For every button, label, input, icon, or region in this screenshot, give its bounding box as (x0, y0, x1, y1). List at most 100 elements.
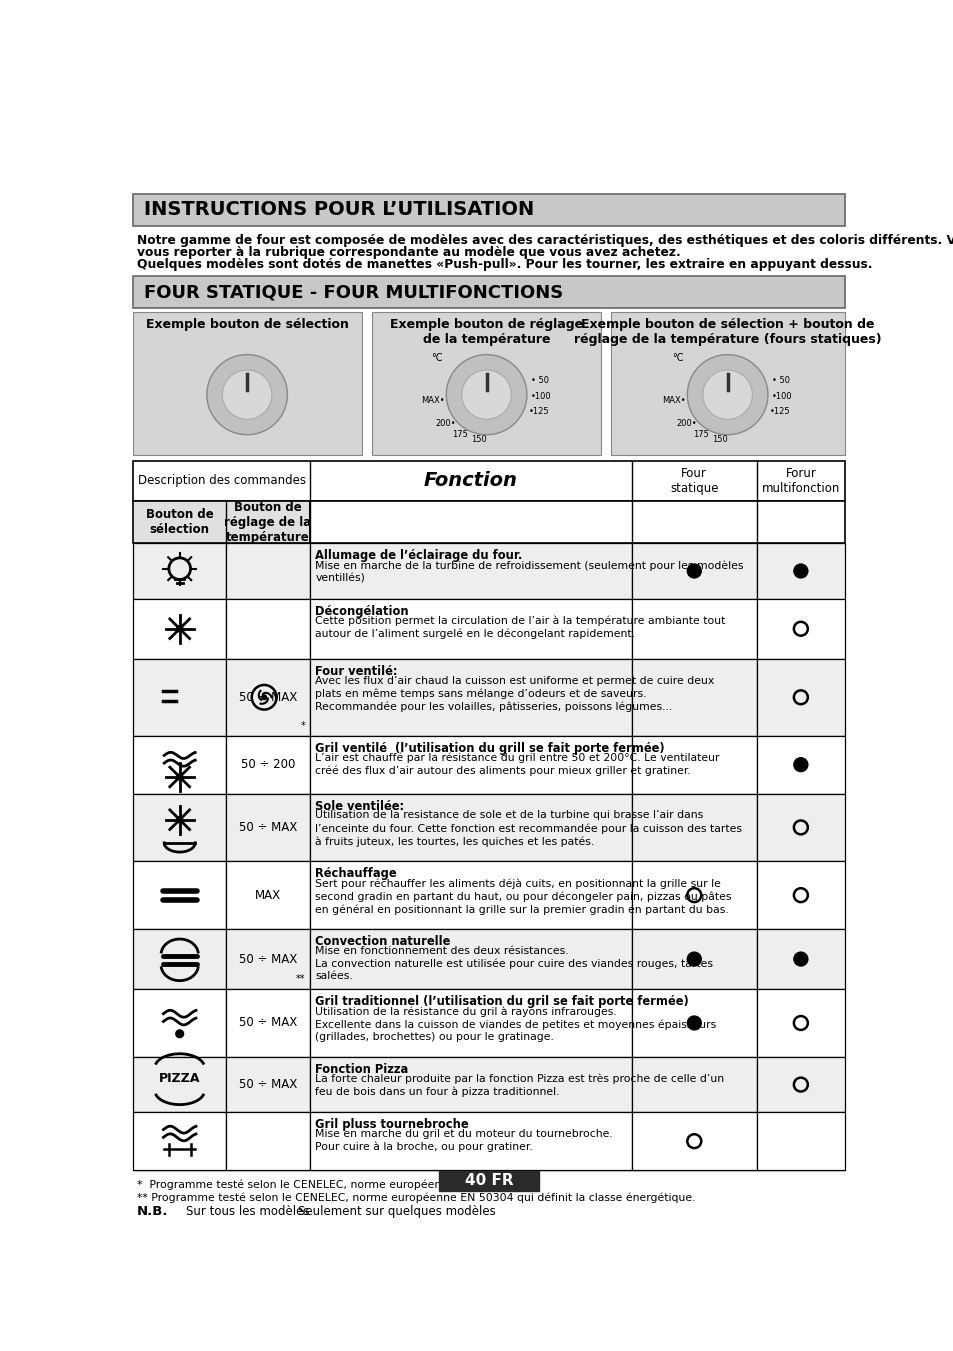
Text: MAX•: MAX• (421, 396, 445, 405)
Text: Sert pour réchauffer les aliments déjà cuits, en positionnant la grille sur le
s: Sert pour réchauffer les aliments déjà c… (315, 878, 731, 915)
Text: •100: •100 (771, 392, 792, 401)
Text: Four
statique: Four statique (669, 467, 718, 494)
Text: Mise en marche du gril et du moteur du tournebroche.
Pour cuire à la broche, ou : Mise en marche du gril et du moteur du t… (315, 1129, 613, 1152)
Text: N.B.: N.B. (137, 1205, 169, 1219)
Bar (310, 862, 631, 929)
Bar (226, 793, 310, 862)
Text: Bouton de
réglage de la
température: Bouton de réglage de la température (224, 501, 312, 543)
Bar (310, 1056, 631, 1112)
Text: Mise en marche de la turbine de refroidissement (seulement pour les modèles
vent: Mise en marche de la turbine de refroidi… (315, 561, 743, 584)
Bar (226, 736, 310, 793)
Text: Four ventilé:: Four ventilé: (315, 665, 397, 678)
Text: •125: •125 (769, 407, 789, 416)
Bar (133, 793, 226, 862)
Text: Description des commandes: Description des commandes (137, 474, 305, 488)
Text: Allumage de l’éclairage du four.: Allumage de l’éclairage du four. (315, 550, 522, 562)
Text: FOUR STATIQUE - FOUR MULTIFONCTIONS: FOUR STATIQUE - FOUR MULTIFONCTIONS (144, 284, 562, 301)
Bar (226, 543, 310, 598)
Bar (226, 1112, 310, 1170)
Bar (133, 989, 226, 1056)
Text: Gril ventilé  (l’utilisation du grill se fait porte fermée): Gril ventilé (l’utilisation du grill se … (315, 742, 664, 755)
Text: °C: °C (671, 354, 682, 363)
Circle shape (446, 354, 526, 435)
Text: Fonction: Fonction (423, 471, 517, 490)
Text: MAX: MAX (254, 889, 281, 901)
Bar (133, 276, 843, 308)
Bar (631, 598, 757, 659)
Bar (610, 312, 843, 455)
Bar (631, 862, 757, 929)
Bar (757, 929, 843, 989)
Circle shape (207, 354, 287, 435)
Bar (310, 543, 631, 598)
Bar (133, 1112, 226, 1170)
Text: *  Programme testé selon le CENELEC, norme européenne EN 50304: * Programme testé selon le CENELEC, norm… (137, 1179, 511, 1190)
Bar (757, 862, 843, 929)
Text: 50 ÷ MAX: 50 ÷ MAX (238, 821, 297, 834)
Circle shape (686, 354, 767, 435)
Circle shape (793, 565, 807, 578)
Bar (631, 793, 757, 862)
Bar (310, 598, 631, 659)
Bar (310, 736, 631, 793)
Bar (757, 1056, 843, 1112)
Text: •125: •125 (528, 407, 549, 416)
Text: 200•: 200• (435, 419, 456, 428)
Text: Utilisation de la resistance de sole et de la turbine qui brasse l’air dans
l’en: Utilisation de la resistance de sole et … (315, 811, 741, 847)
Bar (133, 543, 226, 598)
Bar (133, 193, 843, 226)
Text: *: * (300, 721, 305, 731)
Circle shape (686, 565, 700, 578)
Circle shape (171, 1206, 181, 1217)
Bar (631, 1112, 757, 1170)
Bar (133, 929, 226, 989)
Circle shape (686, 952, 700, 966)
Text: Exemple bouton de sélection + bouton de
réglage de la température (fours statiqu: Exemple bouton de sélection + bouton de … (573, 319, 881, 346)
Text: Gril pluss tournebroche: Gril pluss tournebroche (315, 1119, 469, 1131)
Text: vous reporter à la rubrique correspondante au modèle que vous avez achetez.: vous reporter à la rubrique correspondan… (137, 246, 680, 259)
Text: 50 ÷ MAX: 50 ÷ MAX (238, 952, 297, 966)
Bar (133, 736, 226, 793)
Text: 150: 150 (471, 435, 486, 444)
Circle shape (793, 758, 807, 771)
Bar (226, 1056, 310, 1112)
Bar (310, 1112, 631, 1170)
Text: Quelques modèles sont dotés de manettes «Push-pull». Pour les tourner, les extra: Quelques modèles sont dotés de manettes … (137, 258, 872, 272)
Bar (133, 659, 226, 736)
Circle shape (176, 816, 183, 823)
Text: 175: 175 (452, 430, 468, 439)
Circle shape (702, 370, 752, 419)
Bar (310, 929, 631, 989)
Bar (226, 989, 310, 1056)
Bar (631, 659, 757, 736)
Bar (438, 1171, 538, 1190)
Bar (133, 312, 361, 455)
Text: Bouton de
sélection: Bouton de sélection (146, 508, 213, 536)
Text: Fonction Pizza: Fonction Pizza (315, 1063, 408, 1075)
Bar (226, 862, 310, 929)
Text: PIZZA: PIZZA (159, 1071, 200, 1085)
Circle shape (461, 370, 511, 419)
Text: Seulement sur quelques modèles: Seulement sur quelques modèles (298, 1205, 496, 1219)
Text: Sur tous les modèles: Sur tous les modèles (186, 1205, 309, 1219)
Text: 50 ÷ MAX: 50 ÷ MAX (238, 690, 297, 704)
Bar (226, 598, 310, 659)
Bar (631, 989, 757, 1056)
Bar (631, 1056, 757, 1112)
Text: • 50: • 50 (771, 377, 789, 385)
Bar (631, 929, 757, 989)
Bar (757, 736, 843, 793)
Circle shape (222, 370, 272, 419)
Text: Avec les flux d’air chaud la cuisson est uniforme et permet de cuire deux
plats : Avec les flux d’air chaud la cuisson est… (315, 676, 714, 712)
Text: Notre gamme de four est composée de modèles avec des caractéristiques, des esthé: Notre gamme de four est composée de modè… (137, 234, 953, 247)
Circle shape (261, 694, 266, 700)
Bar (310, 659, 631, 736)
Bar (133, 862, 226, 929)
Text: L’air est chauffé par la résistance du gril entre 50 et 200°C. Le ventilateur
cr: L’air est chauffé par la résistance du g… (315, 753, 720, 777)
Text: 50 ÷ 200: 50 ÷ 200 (240, 758, 294, 771)
Text: 175: 175 (693, 430, 709, 439)
Bar (372, 312, 600, 455)
Text: Sole ventilée:: Sole ventilée: (315, 800, 404, 813)
Circle shape (176, 774, 183, 780)
Bar (631, 543, 757, 598)
